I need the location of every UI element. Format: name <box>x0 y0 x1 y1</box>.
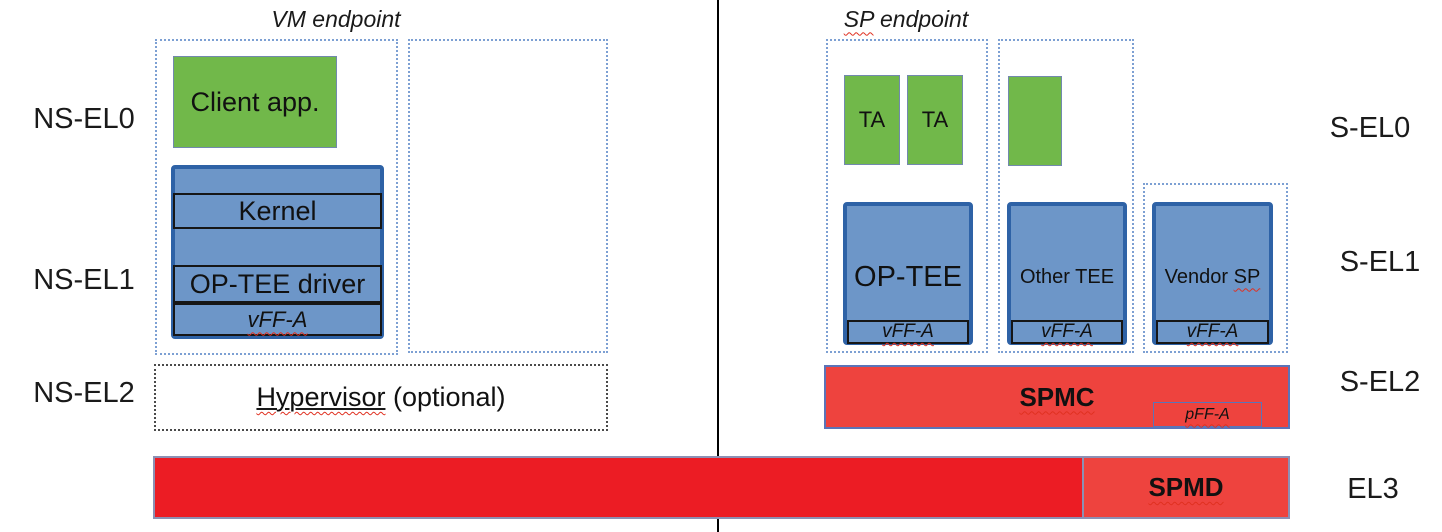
vendor-sp-label: Vendor <box>1164 265 1234 288</box>
label-ns-el0: NS-EL0 <box>33 102 135 135</box>
kernel-box: Kernel <box>173 193 382 229</box>
pffa-box: pFF-A <box>1153 402 1262 427</box>
client-app-box: Client app. <box>173 56 337 148</box>
hypervisor-label: Hypervisor <box>256 382 386 412</box>
vm-endpoint-title-text: VM endpoint <box>271 5 401 32</box>
sp-endpoint-title-sp: SP <box>843 5 874 32</box>
vendor-sp-label-row: Vendor SP <box>1152 262 1273 292</box>
other-tee-vffa-box: vFF-A <box>1011 320 1123 344</box>
label-s-el0: S-EL0 <box>1329 111 1411 144</box>
spmd-box: SPMD <box>1082 456 1290 519</box>
vendor-sp-label-sp: SP <box>1233 265 1261 288</box>
label-s-el2: S-EL2 <box>1339 365 1421 398</box>
ta-box-1: TA <box>844 75 900 165</box>
other-tee-label-row: Other TEE <box>1007 262 1127 292</box>
optee-label: OP-TEE <box>854 260 962 293</box>
optee-vffa-box: vFF-A <box>847 320 969 344</box>
kernel-label: Kernel <box>238 195 317 226</box>
spmd-label: SPMD <box>1148 472 1224 502</box>
optee-vffa-label: vFF-A <box>882 321 934 342</box>
sp-endpoint-title: SP endpoint <box>806 4 1006 34</box>
ta-2-label: TA <box>921 107 949 132</box>
sp-group-vendor-sp <box>1143 183 1288 353</box>
label-s-el1: S-EL1 <box>1339 245 1421 278</box>
vm-endpoint-group <box>155 39 398 355</box>
spmc-label: SPMC <box>1019 381 1095 412</box>
hypervisor-box: Hypervisor (optional) <box>154 364 608 431</box>
label-el3: EL3 <box>1347 472 1399 505</box>
optee-driver-box: OP-TEE driver <box>173 265 382 303</box>
vm-vffa-box: vFF-A <box>173 303 382 336</box>
vendor-sp-vffa-label: vFF-A <box>1186 321 1239 342</box>
world-separator-line <box>717 0 719 532</box>
label-ns-el1: NS-EL1 <box>33 263 135 296</box>
label-ns-el2: NS-EL2 <box>33 376 135 409</box>
other-tee-label: Other TEE <box>1019 265 1115 288</box>
sp-endpoint-title-rest: endpoint <box>873 5 969 32</box>
ta-1-label: TA <box>858 107 886 132</box>
vendor-sp-vffa-box: vFF-A <box>1156 320 1269 344</box>
other-tee-vffa-label: vFF-A <box>1041 321 1093 342</box>
ta-box-2: TA <box>907 75 963 165</box>
optee-label-row: OP-TEE <box>843 260 973 294</box>
vm-endpoint-group-empty <box>408 39 608 353</box>
hypervisor-label-rest: (optional) <box>385 382 506 412</box>
sp-group-other-tee <box>998 39 1134 353</box>
optee-driver-label: OP-TEE driver <box>189 268 366 299</box>
pffa-label: pFF-A <box>1185 405 1230 423</box>
vm-vffa-label: vFF-A <box>247 306 308 332</box>
client-app-label: Client app. <box>190 86 320 117</box>
vm-endpoint-title: VM endpoint <box>236 4 436 34</box>
sp-group-optee <box>826 39 988 353</box>
ta-box-unlabeled <box>1008 76 1062 166</box>
